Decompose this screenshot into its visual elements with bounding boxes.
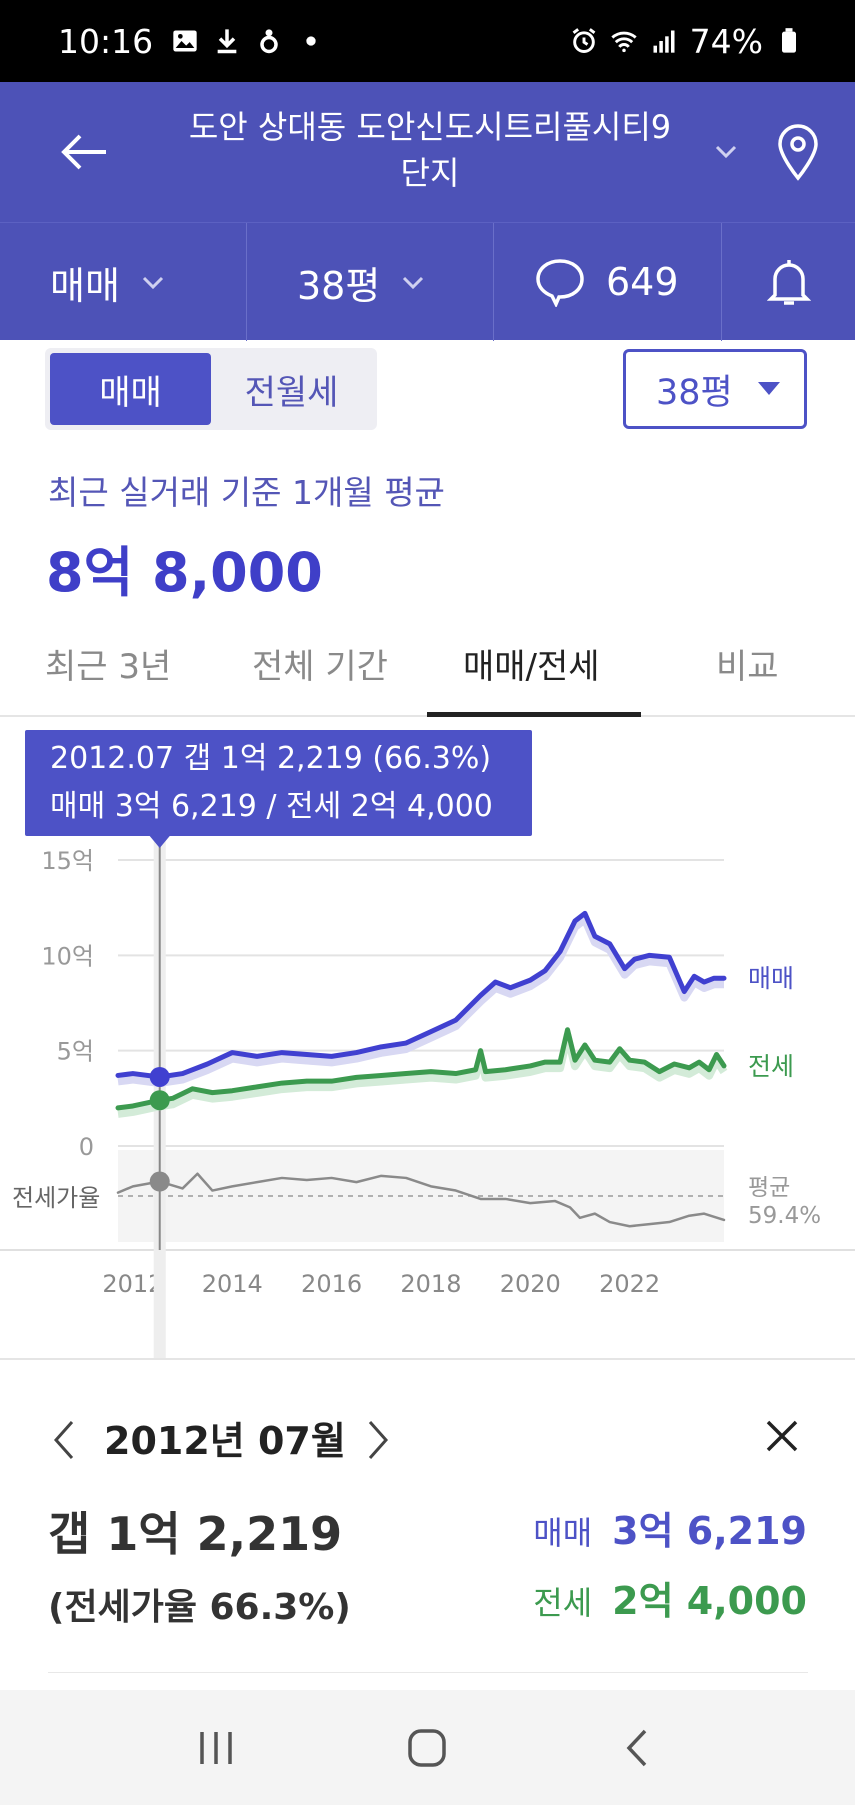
tab-bar: 최근 3년 전체 기간 매매/전세 비교 xyxy=(0,625,855,717)
tab-sale-jeonse[interactable]: 매매/전세 xyxy=(463,647,600,687)
clock: 10:16 xyxy=(58,21,154,61)
page-title[interactable]: 도안 상대동 도안신도시트리풀시티9 단지 xyxy=(150,104,710,196)
chart-svg[interactable]: 15억 10억 5억 0 2012 2014 2016 2018 2020 2022 매매전세전세가… xyxy=(0,718,855,1358)
close-icon[interactable] xyxy=(762,1416,802,1456)
map-pin-icon[interactable] xyxy=(774,122,822,182)
sale-label: 매매 xyxy=(533,1514,593,1552)
selected-point xyxy=(149,1066,170,1087)
legend-label: 전세 xyxy=(748,1052,794,1081)
chevron-down-icon[interactable] xyxy=(712,138,740,166)
tooltip-line-1: 2012.07 갭 1억 2,219 (66.3%) xyxy=(50,741,492,776)
ratio-average-label: 평균 xyxy=(748,1175,790,1201)
app-header: 도안 상대동 도안신도시트리풀시티9 단지 xyxy=(0,82,855,222)
bell-icon xyxy=(766,260,811,305)
jeonse-label: 전세 xyxy=(533,1584,593,1622)
chevron-left-icon[interactable] xyxy=(48,1416,80,1464)
x-tick-label: 2014 xyxy=(202,1270,263,1298)
system-nav-bar xyxy=(0,1690,855,1805)
average-price: 8억 8,000 xyxy=(46,541,323,604)
jeonse-ratio: (전세가율 66.3%) xyxy=(48,1587,351,1628)
filter-bar: 매매 38평 649 xyxy=(0,222,855,341)
home-icon[interactable] xyxy=(405,1726,449,1770)
size-dropdown[interactable]: 38평 xyxy=(246,223,493,341)
tab-compare[interactable]: 비교 xyxy=(716,647,779,687)
ratio-label: 전세가율 xyxy=(12,1184,100,1212)
divider xyxy=(48,1672,808,1673)
y-tick-label: 0 xyxy=(79,1133,94,1161)
status-bar: 10:16 74% xyxy=(0,0,855,82)
x-tick-label: 2020 xyxy=(500,1270,561,1298)
average-label: 최근 실거래 기준 1개월 평균 xyxy=(48,473,445,512)
battery-percent: 74% xyxy=(689,21,763,61)
dot-icon xyxy=(306,36,316,46)
title-line-1: 도안 상대동 도안신도시트리풀시티9 xyxy=(188,108,672,146)
active-tab-indicator xyxy=(427,712,641,717)
x-tick-label: 2022 xyxy=(599,1270,660,1298)
selected-point xyxy=(149,1090,170,1111)
tooltip-line-2: 매매 3억 6,219 / 전세 2억 4,000 xyxy=(50,789,493,824)
arrow-left-icon[interactable] xyxy=(56,124,112,180)
title-line-2: 단지 xyxy=(400,154,460,192)
size-value: 38평 xyxy=(297,263,381,308)
deal-type-dropdown[interactable]: 매매 xyxy=(0,223,246,341)
deal-type-toggle: 매매 전월세 xyxy=(45,348,377,430)
selected-month: 2012년 07월 xyxy=(104,1419,346,1463)
y-tick-label: 15억 xyxy=(41,847,94,875)
alarm-icon xyxy=(572,28,596,53)
x-tick-label: 2016 xyxy=(301,1270,362,1298)
legend-label: 매매 xyxy=(748,964,794,993)
image-icon xyxy=(173,30,197,52)
back-icon[interactable] xyxy=(617,1726,661,1770)
series-line xyxy=(115,1027,727,1111)
app-notification-icon xyxy=(260,29,278,54)
toggle-rent[interactable]: 전월세 xyxy=(244,372,339,413)
series-shadow xyxy=(117,1031,728,1118)
chart-tooltip: 2012.07 갭 1억 2,219 (66.3%) 매매 3억 6,219 /… xyxy=(25,730,532,836)
signal-icon xyxy=(653,30,675,53)
caret-down-icon xyxy=(758,382,780,395)
series-shadow xyxy=(117,915,724,1087)
x-tick-label: 2012 xyxy=(102,1270,163,1298)
recent-apps-icon[interactable] xyxy=(194,1726,238,1770)
comments-button[interactable]: 649 xyxy=(493,223,721,341)
chevron-right-icon[interactable] xyxy=(362,1416,394,1464)
comments-count: 649 xyxy=(606,260,679,304)
size-select-value: 38평 xyxy=(656,372,733,413)
tab-recent-3y[interactable]: 최근 3년 xyxy=(45,647,172,687)
detail-panel: 2012년 07월 갭 1억 2,219 (전세가율 66.3%) 매매 3억 … xyxy=(0,1358,855,1690)
selected-point xyxy=(149,1171,170,1192)
wifi-icon xyxy=(611,31,637,53)
y-tick-label: 5억 xyxy=(57,1038,94,1066)
gap-amount: 갭 1억 2,219 xyxy=(48,1507,343,1561)
size-select[interactable]: 38평 xyxy=(623,349,807,429)
deal-type-value: 매매 xyxy=(50,263,120,308)
x-tick-label: 2018 xyxy=(400,1270,461,1298)
jeonse-price-row: 전세 2억 4,000 xyxy=(533,1570,807,1625)
chevron-down-icon xyxy=(403,276,424,290)
tab-all-period[interactable]: 전체 기간 xyxy=(252,647,388,687)
tooltip-pointer xyxy=(149,836,170,848)
speech-bubble-icon xyxy=(536,259,584,307)
sale-value: 3억 6,219 xyxy=(612,1509,807,1553)
notification-button[interactable] xyxy=(721,223,855,341)
toggle-sale[interactable]: 매매 xyxy=(50,353,211,425)
chevron-down-icon xyxy=(142,276,163,290)
jeonse-value: 2억 4,000 xyxy=(612,1579,807,1623)
download-icon xyxy=(217,29,237,54)
sale-price-row: 매매 3억 6,219 xyxy=(533,1500,807,1555)
series-line xyxy=(116,1172,726,1228)
battery-icon xyxy=(782,28,796,53)
series-line xyxy=(115,910,727,1080)
y-tick-label: 10억 xyxy=(41,942,94,970)
ratio-average-value: 59.4% xyxy=(748,1203,821,1229)
